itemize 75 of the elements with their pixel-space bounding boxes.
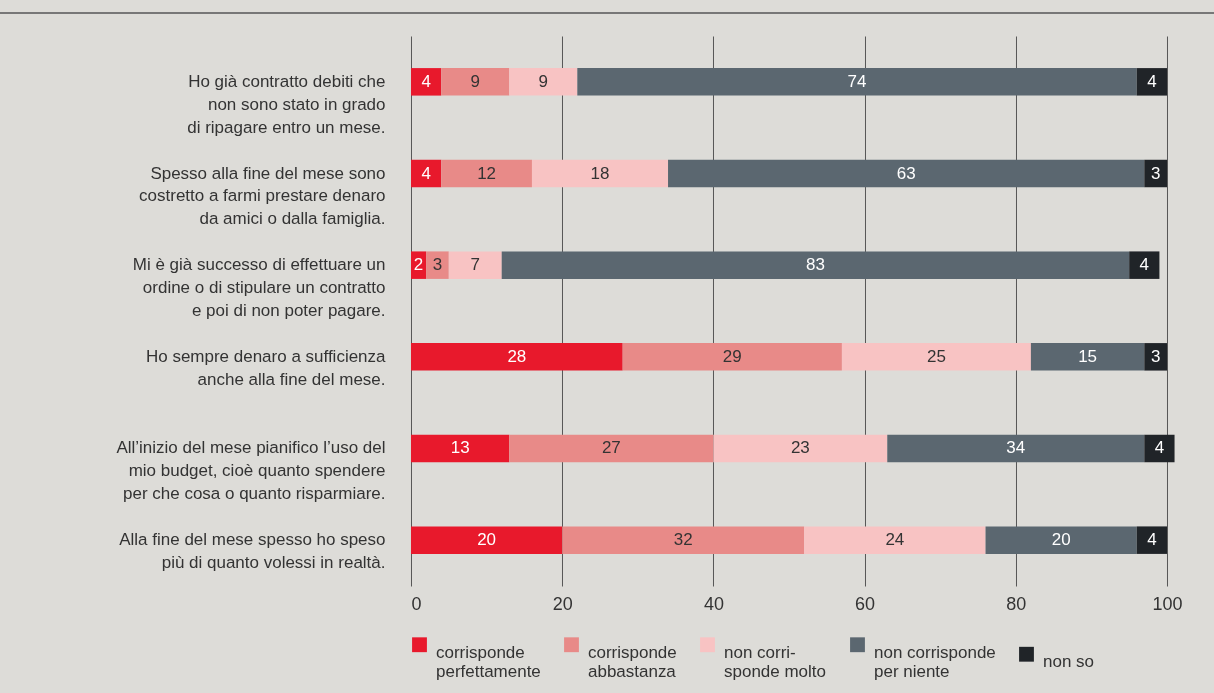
x-tick-label: 80 [1006, 594, 1027, 615]
bar [441, 159, 532, 188]
x-tick-label: 100 [1152, 594, 1183, 615]
bar [887, 434, 1145, 463]
bar [1144, 343, 1167, 371]
x-tick-label: 40 [703, 594, 724, 615]
bar [1030, 343, 1145, 371]
bar [804, 526, 986, 554]
data-label: 4 [421, 163, 431, 183]
data-label: 9 [538, 71, 549, 91]
legend-label: non corrisponde per niente [873, 642, 996, 681]
bar [509, 68, 578, 96]
x-tick-label: 20 [552, 594, 573, 615]
bar [531, 159, 669, 188]
data-label: 9 [470, 71, 480, 91]
y-tick-label: Spesso alla fine del mese sono costretto a farmi prestare denaro da amici o dalla famiglia. [139, 163, 386, 229]
data-label: 20 [1051, 530, 1071, 550]
data-label: 20 [477, 530, 497, 550]
y-tick-label: Mi è già successo di effettuare un ordine o di stipulare un contratto e poi di non poter pagare. [132, 255, 386, 321]
data-label: 28 [507, 346, 527, 366]
bar [841, 343, 1031, 371]
legend-label: non corri- sponde molto [723, 642, 826, 681]
data-label: 32 [673, 530, 693, 550]
data-label: 12 [477, 163, 497, 183]
data-label: 7 [470, 255, 480, 275]
y-tick-label: Ho sempre denaro a sufficienza anche alla fine del mese. [146, 346, 387, 389]
bar [1129, 251, 1160, 279]
data-label: 15 [1078, 346, 1098, 366]
data-label: 4 [1139, 255, 1150, 275]
legend-label: corrisponde abbastanza [587, 642, 677, 681]
legend-label: corrisponde perfettamente [436, 642, 541, 681]
bar [411, 526, 563, 554]
x-tick-label: 0 [411, 594, 422, 615]
bar [985, 526, 1137, 554]
data-label: 3 [1150, 163, 1161, 183]
bar [411, 434, 510, 463]
bar [1136, 526, 1167, 554]
bar [509, 434, 714, 463]
data-label: 4 [421, 71, 431, 91]
data-label: 2 [413, 255, 424, 275]
data-label: 24 [885, 530, 905, 550]
data-label: 4 [1147, 71, 1157, 91]
bar [448, 251, 502, 279]
data-label: 3 [432, 255, 443, 275]
data-label: 23 [790, 438, 810, 458]
bar [562, 526, 805, 554]
bar [501, 251, 1130, 279]
data-label: 4 [1147, 530, 1157, 550]
bar [1136, 68, 1167, 96]
x-tick-label: 60 [855, 594, 876, 615]
bar [622, 343, 842, 371]
bar [426, 251, 449, 279]
bar [411, 159, 442, 188]
data-label: 18 [590, 163, 610, 183]
bar [668, 159, 1145, 188]
y-tick-label: Alla fine del mese spesso ho speso più di quanto volessi in realtà. [119, 530, 386, 573]
data-label: 25 [926, 346, 946, 366]
data-label: 63 [896, 163, 916, 183]
bar [1144, 434, 1175, 463]
bar [441, 68, 510, 96]
legend-label: non so [1042, 652, 1094, 672]
bar [577, 68, 1137, 96]
data-label: 13 [450, 438, 470, 458]
data-label: 27 [601, 438, 621, 458]
y-tick-label: All’inizio del mese pianifico l’uso del mio budget, cioè quanto spendere per che cosa o quanto risparmiare. [116, 438, 386, 504]
bar [411, 343, 623, 371]
data-label: 74 [847, 71, 867, 91]
data-label: 29 [722, 346, 742, 366]
bar [713, 434, 888, 463]
data-label: 83 [806, 255, 825, 275]
y-tick-label: Ho già contratto debiti che non sono stato in grado di ripagare entro un mese. [187, 71, 386, 137]
data-label: 3 [1150, 346, 1161, 366]
data-label: 4 [1154, 438, 1165, 458]
data-label: 34 [1006, 438, 1026, 458]
bar [411, 68, 442, 96]
